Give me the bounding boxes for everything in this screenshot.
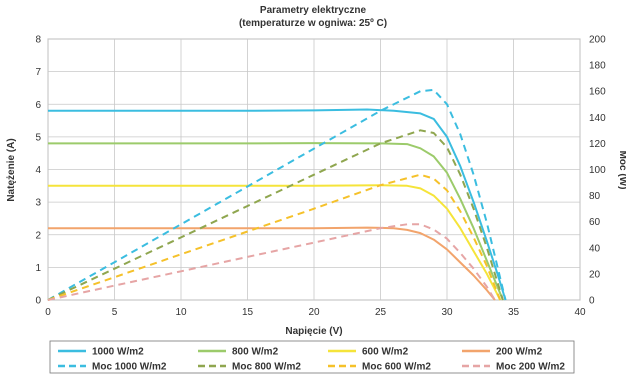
y-right-tick-label: 20 — [589, 269, 601, 280]
y-left-tick-label: 0 — [35, 296, 41, 307]
legend-label-1: 1000 W/m2 — [92, 347, 144, 358]
y-left-axis-label: Natężenie (A) — [6, 138, 17, 201]
y-left-tick-label: 1 — [35, 263, 41, 274]
y-right-tick-label: 80 — [589, 191, 601, 202]
y-left-tick-label: 3 — [35, 198, 41, 209]
legend-label-5: Moc 1000 W/m2 — [92, 362, 167, 373]
y-right-tick-label: 100 — [589, 165, 606, 176]
y-left-tick-label: 7 — [35, 67, 41, 78]
series-line-3 — [48, 184, 502, 301]
y-right-tick-label: 160 — [589, 87, 606, 98]
legend-label-6: Moc 800 W/m2 — [232, 362, 301, 373]
x-tick-label: 40 — [574, 307, 586, 318]
y-right-tick-label: 140 — [589, 113, 606, 124]
x-tick-label: 25 — [375, 307, 387, 318]
legend: 1000 W/m2 800 W/m2 600 W/m2 200 W/m2 Moc 100… — [58, 347, 565, 373]
series-line-2 — [48, 142, 504, 301]
series-line-6 — [47, 129, 504, 301]
y-right-tick-label: 40 — [589, 243, 601, 254]
x-tick-label: 20 — [308, 307, 320, 318]
x-ticks: 0 5 10 15 20 25 30 35 40 — [45, 307, 586, 318]
y-left-tick-label: 8 — [35, 35, 41, 46]
x-tick-label: 15 — [242, 307, 254, 318]
x-tick-label: 30 — [441, 307, 453, 318]
x-tick-label: 5 — [112, 307, 118, 318]
y-right-tick-label: 120 — [589, 139, 606, 150]
chart-subtitle: (temperaturze w ogniwa: 25º C) — [239, 18, 387, 29]
x-tick-label: 10 — [175, 307, 187, 318]
x-tick-label: 0 — [45, 307, 51, 318]
y-left-ticks: 0 1 2 3 4 5 6 7 8 — [35, 35, 41, 307]
y-right-tick-label: 60 — [589, 217, 601, 228]
y-left-tick-label: 4 — [35, 165, 41, 176]
grid — [47, 38, 581, 301]
series-line-4 — [48, 226, 496, 301]
legend-label-4: 200 W/m2 — [496, 347, 543, 358]
y-right-axis-label: Moc (W) — [617, 151, 626, 190]
y-right-tick-label: 0 — [589, 296, 595, 307]
legend-box — [49, 340, 575, 374]
x-tick-label: 35 — [508, 307, 520, 318]
y-right-ticks: 0 20 40 60 80 100 120 140 160 180 200 — [589, 35, 606, 307]
y-left-tick-label: 5 — [35, 132, 41, 143]
series-layer — [47, 88, 507, 301]
legend-label-3: 600 W/m2 — [362, 347, 409, 358]
legend-label-7: Moc 600 W/m2 — [362, 362, 431, 373]
series-line-1 — [48, 108, 507, 301]
legend-label-2: 800 W/m2 — [232, 347, 279, 358]
series-line-8 — [47, 223, 496, 301]
chart-title: Parametry elektryczne — [260, 5, 367, 16]
y-right-tick-label: 200 — [589, 35, 606, 46]
y-left-tick-label: 6 — [35, 100, 41, 111]
y-left-tick-label: 2 — [35, 230, 41, 241]
x-axis-label: Napięcie (V) — [285, 326, 342, 337]
y-right-tick-label: 180 — [589, 61, 606, 72]
legend-label-8: Moc 200 W/m2 — [496, 362, 565, 373]
